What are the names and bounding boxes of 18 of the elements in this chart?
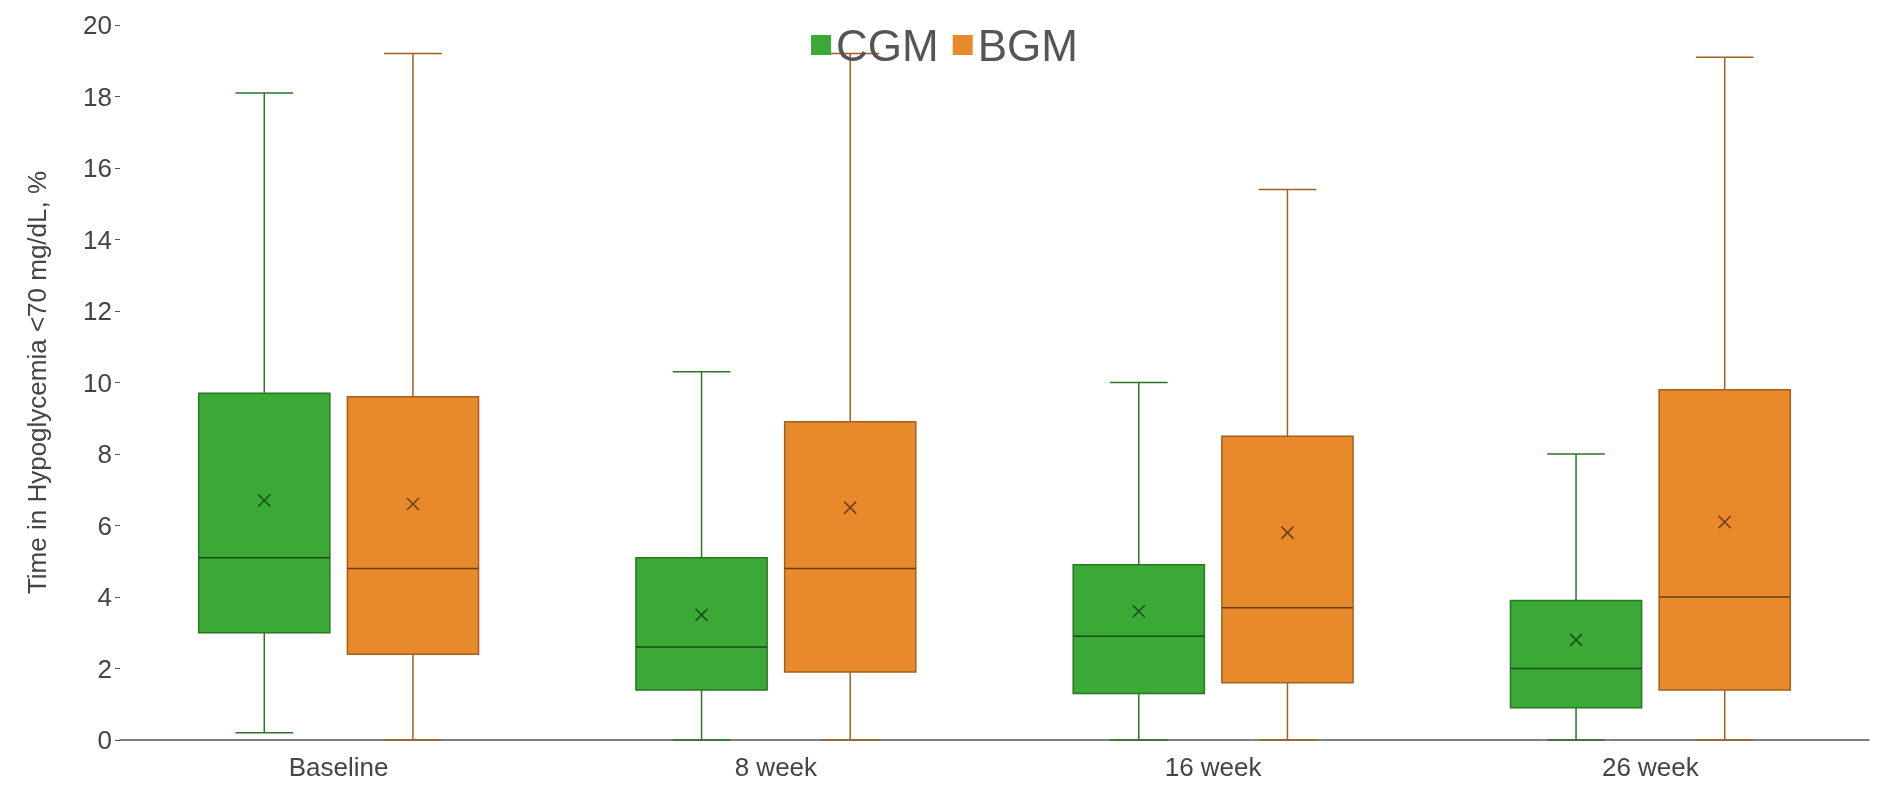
y-tick-label: 8	[97, 439, 112, 469]
y-tick-label: 4	[97, 582, 112, 612]
x-tick-label: Baseline	[288, 752, 389, 782]
y-tick-label: 16	[83, 153, 112, 183]
y-tick-label: 20	[83, 10, 112, 40]
legend-label: BGM	[977, 20, 1078, 70]
y-tick-label: 18	[83, 81, 112, 112]
y-tick-label: 0	[97, 725, 112, 755]
legend-label: CGM	[836, 20, 939, 70]
y-tick-label: 10	[83, 367, 112, 398]
y-tick-label: 6	[97, 510, 112, 541]
y-tick-label: 14	[83, 224, 112, 255]
y-axis-title: Time in Hypoglycemia <70 mg/dL, %	[22, 170, 52, 595]
x-tick-label: 26 week	[1601, 752, 1700, 782]
y-tick-label: 2	[97, 653, 112, 684]
y-tick-label: 12	[83, 296, 112, 326]
x-tick-label: 16 week	[1164, 752, 1263, 782]
x-tick-label: 8 week	[734, 752, 819, 782]
